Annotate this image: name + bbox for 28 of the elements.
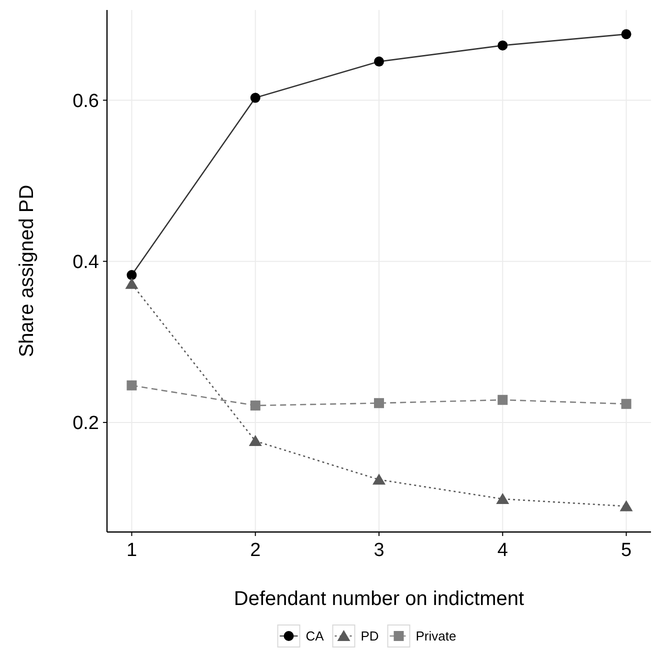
legend-label: Private	[416, 628, 456, 644]
legend-label: PD	[360, 628, 379, 644]
point	[126, 270, 137, 280]
point	[374, 56, 384, 67]
x-tick-label: 1	[126, 540, 138, 561]
y-axis-title: Share assigned PD	[16, 184, 38, 358]
y-tick-label: 0.6	[72, 90, 99, 112]
point	[372, 474, 386, 485]
point	[620, 500, 633, 512]
point	[621, 398, 632, 409]
point	[125, 278, 138, 289]
y-tick-label: 0.2	[72, 413, 99, 434]
point	[126, 380, 137, 390]
x-tick-label: 4	[497, 540, 508, 561]
x-axis-title: Defendant number on indictment	[234, 588, 525, 610]
x-tick-label: 2	[250, 540, 261, 561]
point	[498, 40, 508, 50]
point	[248, 434, 262, 446]
point	[498, 394, 508, 405]
legend-label: CA	[306, 628, 324, 644]
x-tick-label: 5	[620, 540, 632, 561]
x-tick-label: 3	[374, 540, 384, 561]
y-tick-label: 0.4	[72, 252, 100, 273]
point	[621, 29, 632, 40]
point	[374, 398, 384, 408]
point	[250, 400, 260, 411]
point	[496, 492, 510, 504]
point	[250, 92, 260, 103]
